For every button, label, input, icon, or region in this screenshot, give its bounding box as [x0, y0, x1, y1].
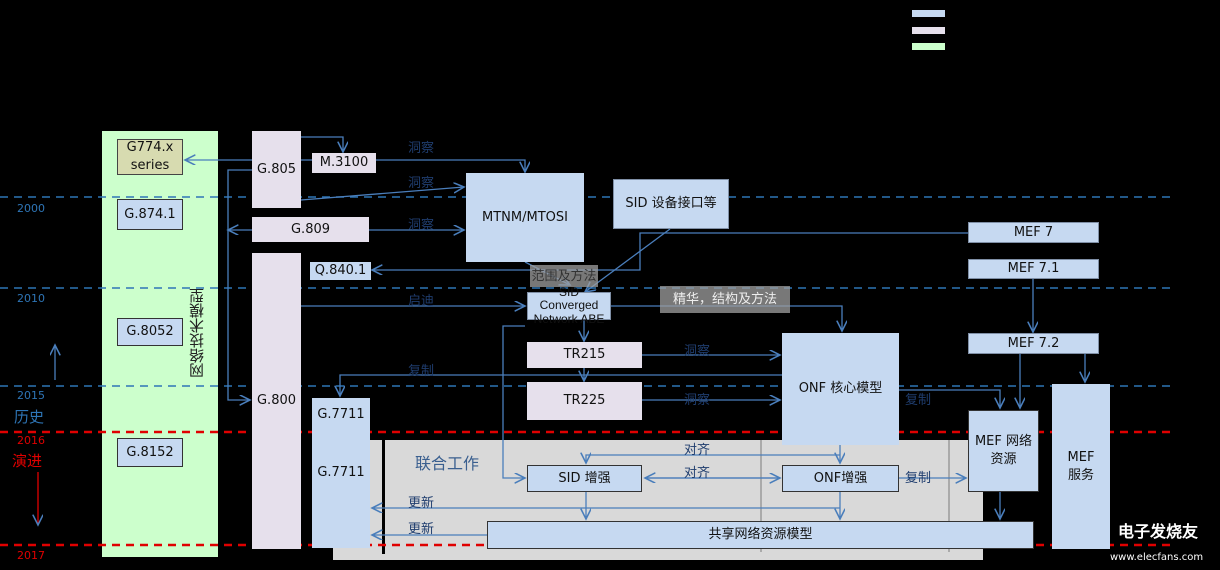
update-label: 更新: [408, 522, 435, 537]
align-label: 对齐: [684, 466, 711, 481]
m3100-box: M.3100: [312, 153, 376, 173]
legend-swatch-lavender: [912, 27, 945, 34]
insight-label: 洞察: [684, 344, 711, 359]
update-label: 更新: [408, 496, 435, 511]
g800-box: G.800: [252, 253, 301, 549]
g805-box: G.805: [252, 131, 301, 208]
history-label: 历史: [14, 408, 45, 426]
joint-work-label: 联合工作: [415, 454, 480, 473]
mtnm-mtosi-box: MTNM/MTOSI: [466, 173, 584, 262]
watermark-url: www.elecfans.com: [1110, 552, 1204, 563]
insight-label: 洞察: [408, 218, 435, 233]
mef71-box: MEF 7.1: [968, 259, 1099, 279]
shared-network-resource-model-box: 共享网络资源模型: [487, 521, 1034, 549]
q8401-box: Q.840.1: [310, 262, 371, 280]
sid-enhanced-box: SID 增强: [527, 465, 642, 492]
connector: [586, 455, 840, 463]
tr215-box: TR215: [527, 342, 642, 368]
sid-device-interface-box: SID 设备接口等: [613, 179, 729, 229]
mef-service-box: MEF 服务: [1052, 384, 1110, 549]
insight-label: 洞察: [408, 141, 435, 156]
tr225-box: TR225: [527, 382, 642, 420]
g774-box: G774.x series: [117, 139, 183, 175]
year-2000: 2000: [17, 202, 45, 215]
legend-swatch-blue: [912, 10, 945, 17]
connector: [376, 159, 525, 172]
legend-swatch-green: [912, 43, 945, 50]
mef-network-resource-box: MEF 网络资源: [968, 410, 1039, 492]
evolution-label: 演进: [12, 452, 43, 470]
divider: [382, 440, 385, 554]
g8052-box: G.8052: [117, 318, 183, 346]
g809-box: G.809: [252, 217, 369, 242]
year-2017: 2017: [17, 549, 45, 562]
connector: [372, 232, 968, 270]
g8152-box: G.8152: [117, 438, 183, 467]
connector: [227, 169, 252, 400]
copy-label: 复制: [905, 471, 932, 486]
watermark-logo: 电子发烧友: [1118, 522, 1199, 541]
onf-core-model-box: ONF 核心模型: [782, 333, 899, 445]
essence-label: 精华，结构及方法: [660, 286, 790, 313]
g7711-label: G.7711: [317, 464, 365, 480]
connector: [300, 187, 464, 201]
connector: [301, 136, 343, 152]
divider: [760, 440, 762, 552]
connector: [340, 374, 782, 396]
align-label: 对齐: [684, 443, 711, 458]
connector: [585, 228, 671, 292]
sid-converged-abe-box: SID Converged Network ABE: [527, 286, 611, 325]
copy-label: 复制: [408, 364, 435, 379]
mef7-box: MEF 7: [968, 222, 1099, 243]
divider: [948, 440, 950, 552]
mef72-box: MEF 7.2: [968, 333, 1099, 354]
insight-label: 洞察: [684, 393, 711, 408]
g7711-box: G.7711 G.7711: [312, 398, 370, 548]
insight-label: 洞察: [408, 176, 435, 191]
scope-label: 范围及方法: [530, 265, 598, 287]
copy-label: 复制: [905, 393, 932, 408]
onf-enhanced-box: ONF增强: [782, 465, 899, 492]
year-2010: 2010: [17, 292, 45, 305]
inspire-label: 启迪: [408, 294, 435, 309]
year-2016: 2016: [17, 434, 45, 447]
connector: [502, 325, 525, 478]
year-2015: 2015: [17, 389, 45, 402]
connector: [899, 389, 1000, 408]
g7711-label: G.7711: [317, 407, 365, 422]
g8741-box: G.874.1: [117, 199, 183, 230]
